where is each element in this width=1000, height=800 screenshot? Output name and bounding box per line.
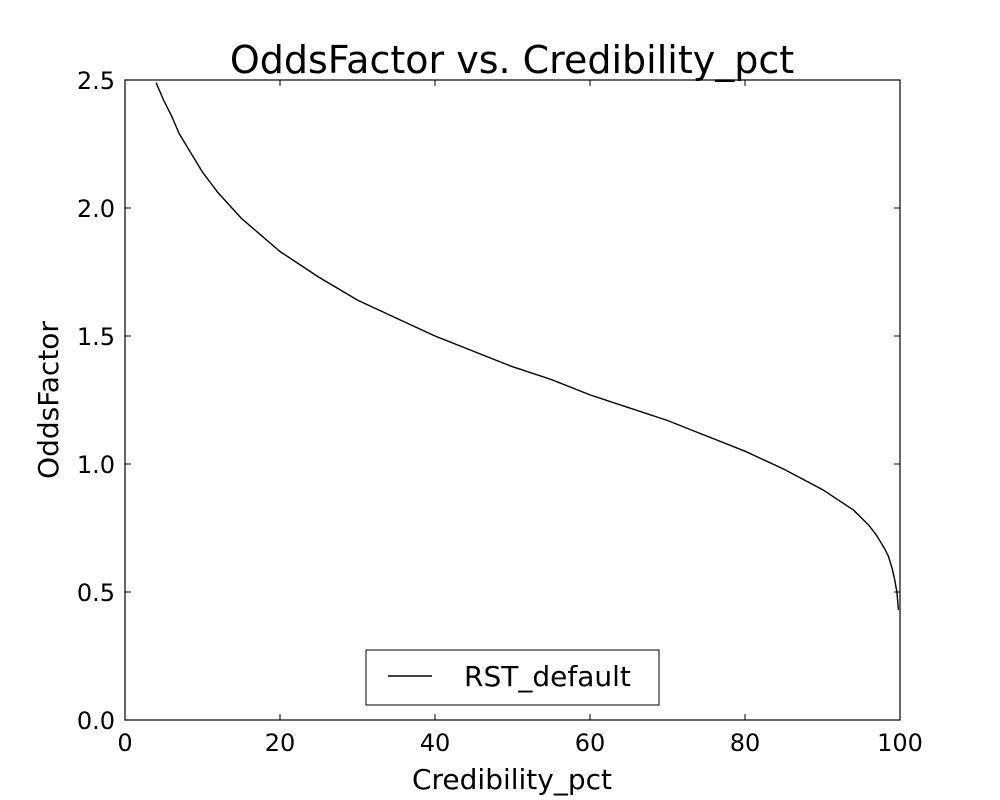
y-tick-label: 1.5 xyxy=(77,323,115,351)
x-axis: 0 20 40 60 80 100 xyxy=(117,80,923,757)
x-axis-label: Credibility_pct xyxy=(412,763,612,796)
series-layer xyxy=(155,82,900,610)
y-axis: 0.0 0.5 1.0 1.5 2.0 2.5 xyxy=(77,67,900,735)
chart-title: OddsFactor vs. Credibility_pct xyxy=(230,38,794,82)
y-tick-label: 2.0 xyxy=(77,195,115,223)
legend-box xyxy=(365,649,660,706)
x-tick-label: 40 xyxy=(420,729,451,757)
x-tick-label: 80 xyxy=(730,729,761,757)
x-tick-label: 100 xyxy=(877,729,923,757)
y-tick-label: 0.5 xyxy=(77,579,115,607)
y-tick-label: 2.5 xyxy=(77,67,115,95)
series-line-rst-default xyxy=(155,82,900,610)
x-tick-label: 0 xyxy=(117,729,132,757)
x-tick-label: 20 xyxy=(265,729,296,757)
y-tick-label: 0.0 xyxy=(77,707,115,735)
y-axis-label: OddsFactor xyxy=(32,321,65,479)
legend-label: RST_default xyxy=(464,660,631,693)
plot-area xyxy=(124,79,901,721)
legend: RST_default xyxy=(365,649,660,706)
x-tick-label: 60 xyxy=(575,729,606,757)
plot-frame xyxy=(124,79,901,721)
y-tick-label: 1.0 xyxy=(77,451,115,479)
